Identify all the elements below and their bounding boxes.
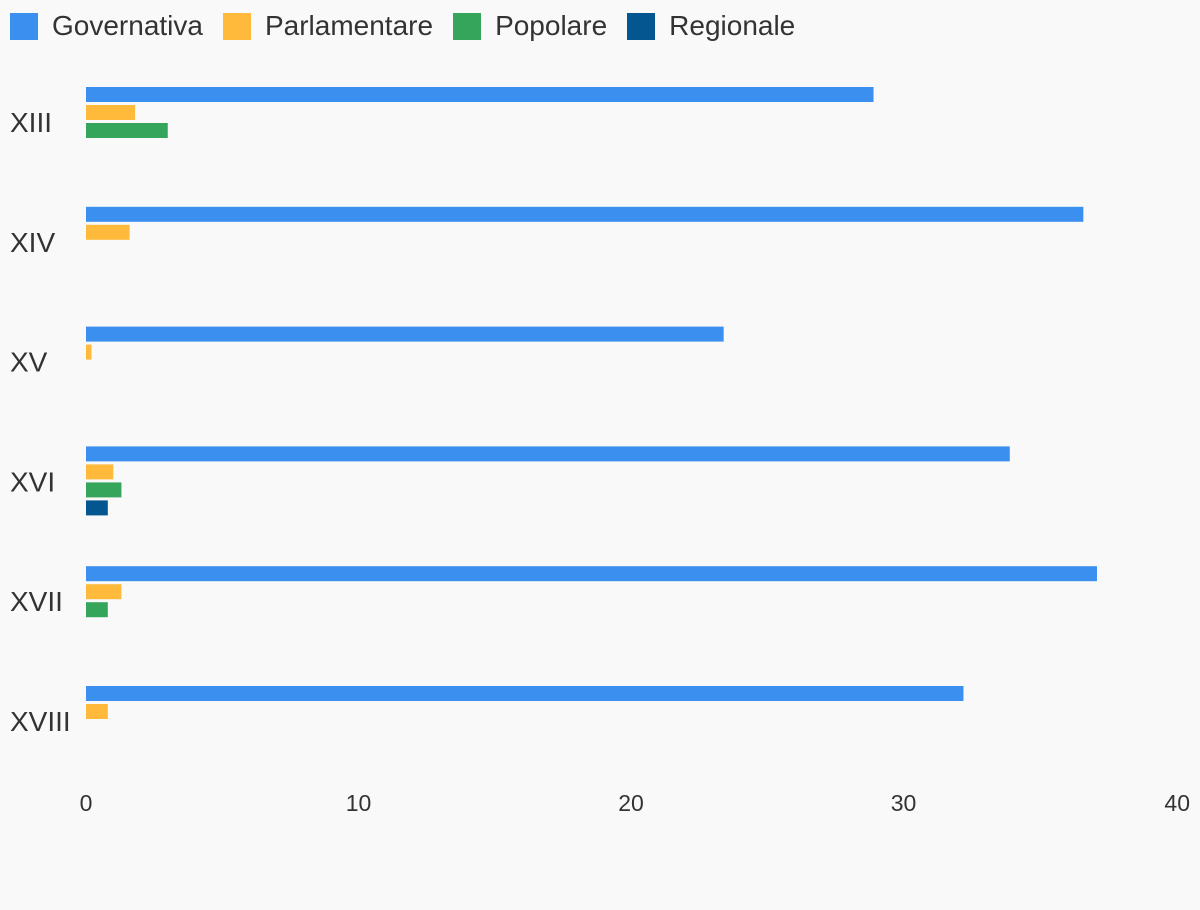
category-label: XVIII (10, 706, 71, 737)
bar-popolare-xiii[interactable] (86, 123, 168, 138)
x-tick-label: 0 (80, 790, 93, 816)
bar-parlamentare-xvii[interactable] (86, 584, 122, 600)
category-label: XVI (10, 466, 55, 497)
legend-swatch (222, 12, 251, 40)
bar-governativa-xiii[interactable] (86, 87, 874, 102)
bar-parlamentare-xv[interactable] (86, 344, 92, 360)
x-tick-label: 10 (346, 790, 372, 816)
legend-label: Parlamentare (264, 10, 434, 41)
x-tick-label: 20 (618, 790, 644, 816)
bar-group-xiv: XIV (10, 206, 1084, 258)
bar-governativa-xv[interactable] (86, 326, 724, 342)
bar-governativa-xvii[interactable] (86, 566, 1097, 582)
legend: Governativa Parlamentare Popolare Regionale (10, 10, 815, 42)
x-tick-label: 30 (891, 790, 917, 816)
legend-label: Regionale (669, 10, 796, 41)
bar-governativa-xiv[interactable] (86, 206, 1084, 222)
bar-group-xviii: XVIII (10, 686, 964, 737)
x-tick-label: 40 (1164, 790, 1190, 816)
bar-group-xvii: XVII (10, 566, 1097, 618)
category-label: XIV (10, 227, 55, 258)
category-label: XV (10, 347, 48, 378)
legend-item-parlamentare[interactable]: Parlamentare (222, 10, 434, 42)
legend-swatch (627, 12, 656, 40)
bar-parlamentare-xiii[interactable] (86, 105, 136, 120)
legend-item-governativa[interactable]: Governativa (10, 10, 203, 42)
category-label: XVII (10, 586, 63, 617)
legend-swatch (10, 12, 38, 40)
bar-governativa-xviii[interactable] (86, 686, 964, 701)
bar-popolare-xvi[interactable] (86, 482, 122, 498)
legend-item-regionale[interactable]: Regionale (627, 10, 795, 42)
category-label: XIII (10, 107, 52, 138)
bar-regionale-xvi[interactable] (86, 500, 108, 516)
bar-parlamentare-xviii[interactable] (86, 704, 108, 719)
legend-item-popolare[interactable]: Popolare (453, 10, 607, 42)
legend-label: Governativa (52, 10, 203, 41)
bar-group-xv: XV (10, 326, 724, 378)
bar-parlamentare-xvi[interactable] (86, 464, 114, 480)
bar-group-xiii: XIII (10, 87, 874, 138)
legend-swatch (453, 12, 482, 40)
bar-governativa-xvi[interactable] (86, 446, 1010, 462)
bar-parlamentare-xiv[interactable] (86, 224, 130, 240)
bar-group-xvi: XVI (10, 446, 1010, 516)
x-axis: 0 10 20 30 40 (80, 790, 1190, 816)
bar-popolare-xvii[interactable] (86, 602, 108, 618)
legend-label: Popolare (495, 10, 608, 41)
